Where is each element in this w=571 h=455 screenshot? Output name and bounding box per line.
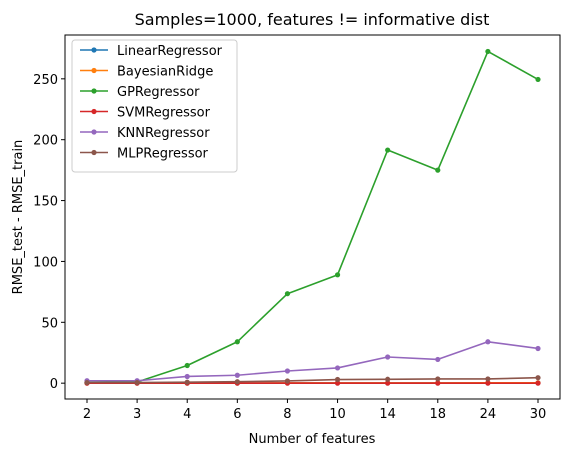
data-point-knnregressor (535, 345, 541, 352)
data-point-mlpregressor (284, 378, 291, 384)
y-tick-label: 50 (41, 316, 58, 331)
x-tick-label: 8 (283, 407, 291, 422)
legend-marker-gpregressor (91, 88, 97, 94)
data-point-gpregressor (234, 339, 240, 345)
data-point-mlpregressor (134, 379, 140, 386)
y-axis-label: RMSE_test - RMSE_train (11, 140, 26, 295)
x-tick-label: 18 (430, 407, 447, 422)
data-point-gpregressor (184, 362, 190, 369)
data-point-mlpregressor (535, 375, 541, 381)
legend-marker-linearregressor (91, 47, 97, 53)
data-point-knnregressor (284, 368, 291, 374)
x-tick-label: 14 (379, 407, 396, 422)
data-point-gpregressor (334, 272, 341, 278)
data-point-knnregressor (334, 365, 341, 371)
x-tick-label: 30 (530, 407, 547, 422)
legend-label-bayesianridge: BayesianRidge (117, 65, 213, 80)
legend-label-knnregressor: KNNRegressor (117, 126, 210, 141)
x-tick-label: 6 (233, 407, 241, 422)
data-point-mlpregressor (234, 379, 240, 385)
series-line-knnregressor (87, 340, 539, 382)
x-tick-label: 4 (183, 407, 191, 422)
legend-marker-knnregressor (91, 129, 97, 135)
y-tick-label: 0 (50, 377, 58, 392)
legend-box (71, 39, 238, 173)
chart-title: Samples=1000, features != informative di… (135, 10, 490, 29)
series-line-gpregressor (86, 50, 539, 384)
data-point-mlpregressor (435, 376, 441, 382)
data-point-knnregressor (485, 339, 491, 345)
x-tick-label: 2 (83, 407, 91, 422)
x-tick-label: 10 (329, 407, 346, 422)
data-point-gpregressor (435, 167, 441, 173)
legend-marker-mlpregressor (91, 149, 97, 156)
data-point-gpregressor (485, 48, 491, 55)
x-tick-label: 24 (480, 407, 497, 422)
legend-marker-bayesianridge (91, 67, 97, 74)
y-tick-label: 200 (33, 134, 58, 149)
data-point-svmregressor (535, 380, 541, 386)
y-tick-label: 250 (33, 73, 58, 88)
data-point-mlpregressor (485, 376, 491, 382)
data-point-svmregressor (334, 380, 341, 386)
plot-area (84, 48, 541, 386)
data-point-knnregressor (234, 372, 240, 378)
data-point-gpregressor (535, 76, 541, 83)
axes-frame (64, 34, 561, 400)
data-point-knnregressor (435, 356, 441, 363)
data-point-knnregressor (184, 373, 190, 380)
legend-label-gpregressor: GPRegressor (117, 85, 200, 100)
data-point-gpregressor (385, 147, 391, 153)
data-point-mlpregressor (334, 376, 341, 383)
data-point-svmregressor (485, 380, 491, 386)
data-point-mlpregressor (385, 376, 391, 382)
data-point-svmregressor (435, 380, 441, 386)
legend-label-mlpregressor: MLPRegressor (117, 147, 209, 162)
x-axis-label: Number of features (249, 432, 376, 447)
series-line-mlpregressor (87, 376, 539, 384)
legend-marker-svmregressor (91, 108, 97, 115)
data-point-knnregressor (385, 354, 391, 360)
legend-label-linearregressor: LinearRegressor (117, 44, 223, 59)
y-tick-label: 150 (33, 195, 58, 210)
legend-label-svmregressor: SVMRegressor (117, 106, 211, 121)
data-point-gpregressor (284, 291, 291, 297)
y-tick-label: 100 (33, 255, 58, 270)
legend: LinearRegressor BayesianRidge GPRegressor S… (71, 39, 238, 173)
data-point-mlpregressor (184, 379, 190, 385)
x-tick-label: 3 (133, 407, 141, 422)
data-point-svmregressor (385, 380, 391, 386)
data-point-mlpregressor (84, 379, 90, 386)
